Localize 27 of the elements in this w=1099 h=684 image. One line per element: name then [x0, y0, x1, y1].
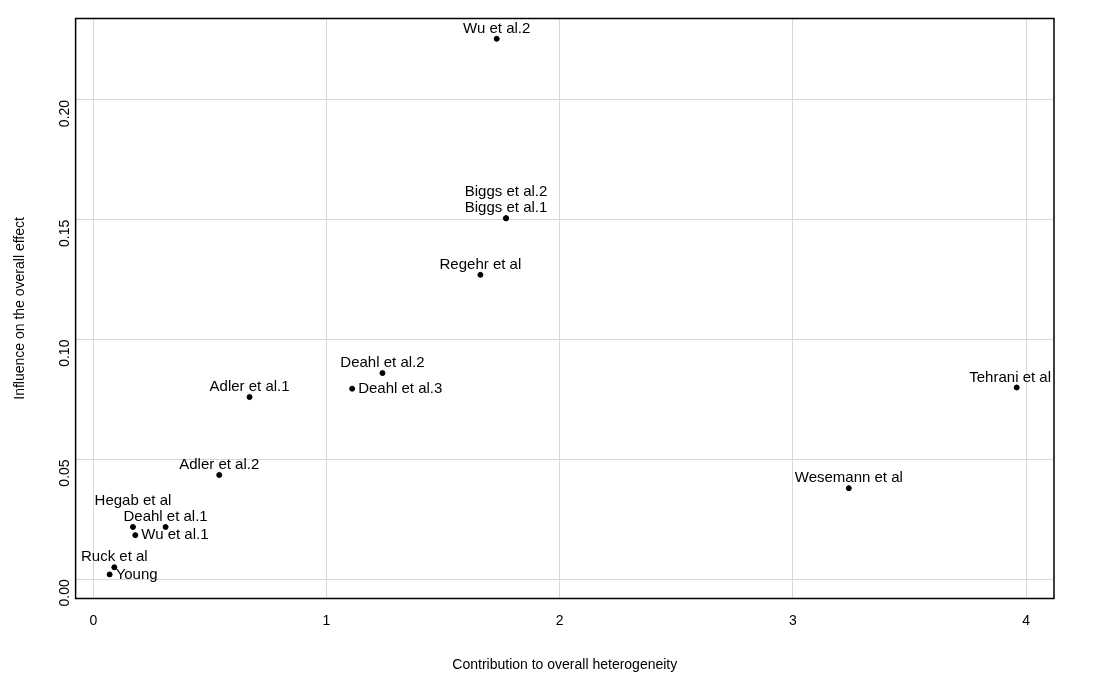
x-tick-label: 4 [1022, 611, 1031, 628]
annotation: Regehr et al [439, 254, 522, 272]
annotation: Biggs et al.1 [464, 198, 548, 216]
annotation: Wesemann et al [794, 468, 903, 486]
annotation: Wu et al.1 [141, 525, 209, 543]
annotation: Wu et al.2 [463, 18, 531, 36]
annotation: Deahl et al.2 [340, 353, 425, 371]
annotation: Biggs et al.2 [464, 182, 548, 200]
annotation: Tehrani et al [969, 367, 1051, 385]
annotation: Young [115, 564, 158, 582]
annotation: Deahl et al.3 [358, 378, 443, 396]
x-tick-label: 1 [322, 611, 331, 628]
y-tick-label: 0.10 [56, 339, 73, 367]
x-axis-title: Contribution to overall heterogeneity [452, 656, 678, 673]
x-tick-label: 0 [89, 611, 98, 628]
y-axis-title: Influence on the overall effect [11, 216, 28, 400]
annotation: Adler et al.1 [209, 377, 290, 395]
annotation: Hegab et al [94, 491, 172, 509]
annotation: Ruck et al [80, 547, 148, 565]
annotation: Adler et al.2 [179, 455, 260, 473]
annotation: Deahl et al.1 [123, 507, 208, 525]
y-tick-label: 0.05 [56, 459, 73, 487]
y-tick-label: 0.15 [56, 219, 73, 247]
x-tick-label: 3 [788, 611, 797, 628]
y-tick-label: 0.00 [56, 579, 73, 607]
y-tick-label: 0.20 [56, 99, 73, 128]
x-tick-label: 2 [555, 611, 564, 628]
